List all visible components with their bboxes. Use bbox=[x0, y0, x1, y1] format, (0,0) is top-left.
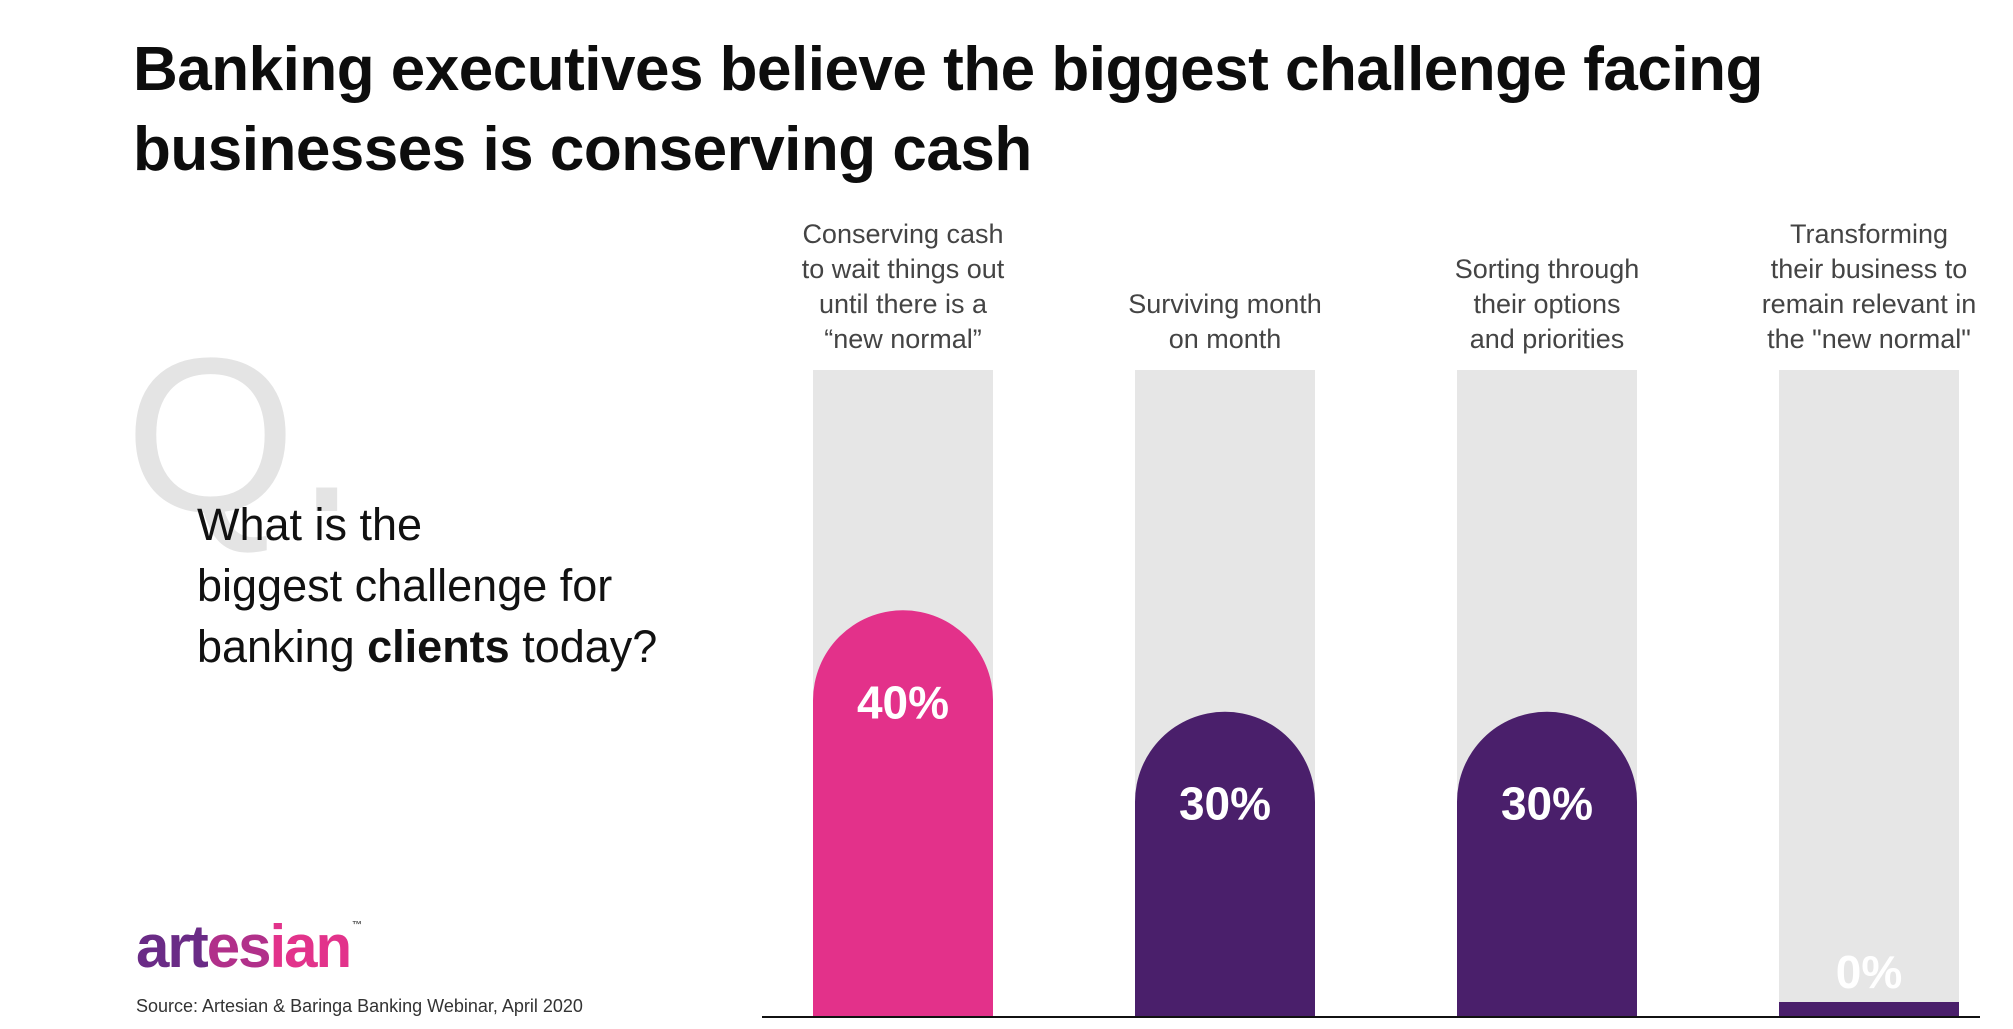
title-line-2: businesses is conserving cash bbox=[133, 115, 1032, 184]
chart-title: Banking executives believe the biggest c… bbox=[133, 30, 1913, 190]
category-label-1-line-2: to wait things out bbox=[802, 254, 1005, 284]
category-label-1-line-1: Conserving cash bbox=[802, 219, 1003, 249]
category-label-3-line-2: their options bbox=[1473, 289, 1620, 319]
source-note: Source: Artesian & Baringa Banking Webin… bbox=[136, 996, 583, 1016]
survey-question: What is the biggest challenge for bankin… bbox=[197, 494, 657, 677]
question-line-3: banking clients today? bbox=[197, 616, 657, 677]
category-label-4-line-4: the "new normal" bbox=[1767, 324, 1971, 354]
question-line-1: What is the bbox=[197, 499, 423, 550]
question-line-3-pre: banking bbox=[197, 621, 368, 672]
category-label-4-line-1: Transforming bbox=[1790, 219, 1948, 249]
title-line-1: Banking executives believe the biggest c… bbox=[133, 35, 1763, 104]
value-label-3: 30% bbox=[1501, 778, 1593, 830]
artesian-logo: artesian ™ bbox=[136, 913, 363, 980]
question-line-2: biggest challenge for bbox=[197, 560, 613, 611]
value-label-2: 30% bbox=[1179, 778, 1271, 830]
category-label-3-line-3: and priorities bbox=[1470, 324, 1625, 354]
bar-4 bbox=[1779, 1002, 1959, 1016]
category-label-2-line-1: Surviving month bbox=[1128, 289, 1322, 319]
category-label-4-line-3: remain relevant in bbox=[1762, 289, 1977, 319]
logo-trademark: ™ bbox=[352, 920, 363, 931]
question-mark-graphic: Q. bbox=[125, 312, 358, 558]
value-label-1: 40% bbox=[857, 676, 949, 728]
bar-1 bbox=[813, 610, 993, 1016]
bar-track-4 bbox=[1779, 370, 1959, 1016]
value-label-4: 0% bbox=[1836, 946, 1902, 998]
question-line-3-post: today? bbox=[509, 621, 658, 672]
category-label-1-line-4: “new normal” bbox=[824, 324, 982, 354]
category-label-1-line-3: until there is a bbox=[819, 289, 988, 319]
category-label-4-line-2: their business to bbox=[1771, 254, 1968, 284]
bar-2 bbox=[1135, 711, 1315, 1016]
category-label-2-line-2: on month bbox=[1169, 324, 1282, 354]
category-label-3-line-1: Sorting through bbox=[1455, 254, 1640, 284]
bar-3 bbox=[1457, 711, 1637, 1016]
question-line-3-bold: clients bbox=[367, 621, 510, 672]
